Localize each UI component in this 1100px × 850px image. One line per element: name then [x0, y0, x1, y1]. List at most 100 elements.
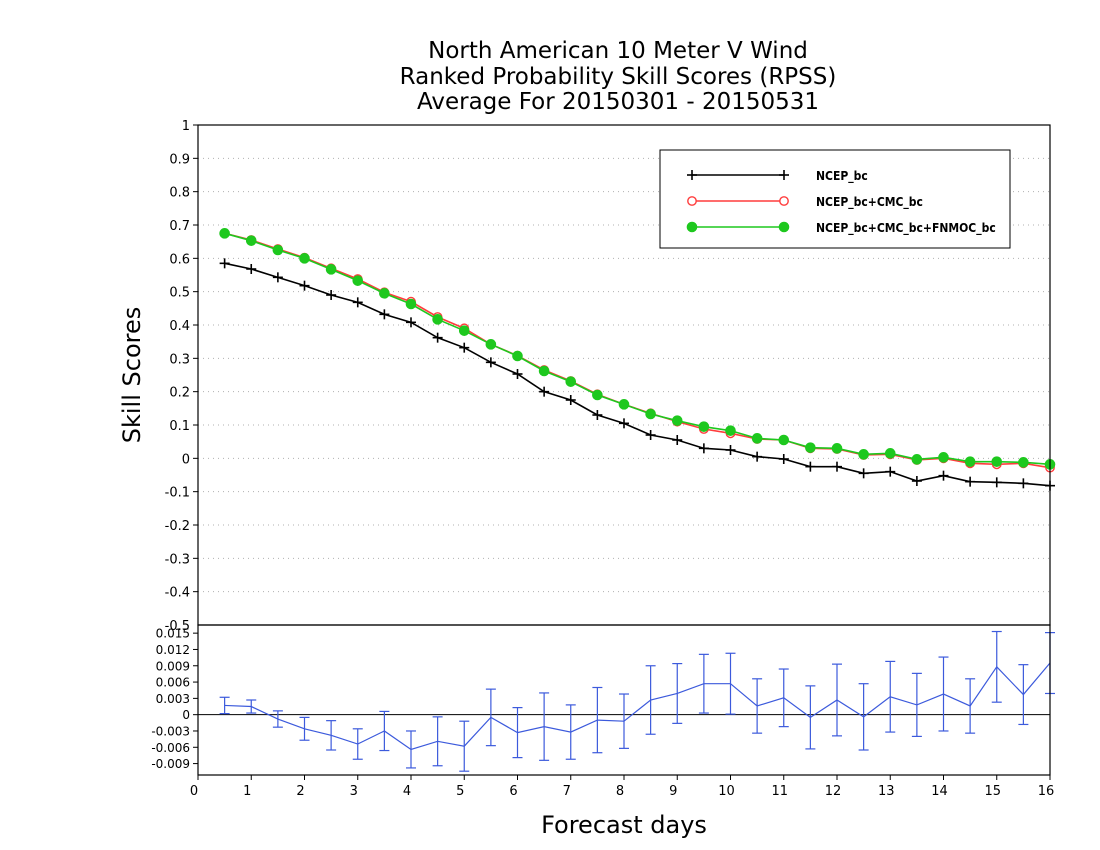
series-point [911, 454, 923, 465]
main-y-tick-label: -0.3 [165, 552, 190, 567]
difference-line [224, 662, 1051, 751]
series-ncep-bc [219, 258, 1055, 491]
main-panel: -0.4 -0.3 -0.2 -0.1 0 0.1 0.2 0.3 0.4 0.5 0.6 0.7 0.… [165, 119, 1056, 634]
legend-marker [778, 221, 790, 233]
main-y-tick-label: 0.3 [169, 352, 190, 367]
difference-y-tick-label: 0.003 [156, 692, 190, 706]
series-point [326, 290, 337, 300]
series-point [831, 443, 843, 454]
series-line [224, 232, 1051, 469]
series-point [219, 258, 230, 269]
chart-title-line-2: Ranked Probability Skill Scores (RPSS) [400, 64, 837, 90]
y-axis-label: Skill Scores [118, 307, 146, 444]
main-y-tick-label: 0.6 [169, 252, 190, 267]
series-point [245, 235, 257, 246]
chart-title-line-3: Average For 20150301 - 20150531 [417, 89, 819, 115]
series-point [432, 332, 443, 343]
x-tick-label: 7 [563, 784, 571, 799]
difference-series [219, 630, 1055, 772]
main-y-tick-label: -0.4 [165, 586, 190, 601]
legend-entry: NCEP_bc+CMC_bc [687, 195, 923, 210]
main-y-tick-label: 0.5 [169, 286, 190, 301]
x-tick-label: 12 [825, 784, 842, 799]
main-y-tick-label: 0.2 [169, 386, 190, 401]
series-point [512, 350, 523, 362]
series-point [379, 309, 390, 320]
series-point [619, 418, 629, 429]
series-point [485, 357, 496, 368]
series-point [778, 434, 790, 446]
series-point [246, 264, 257, 274]
main-y-tick-label: 0.4 [169, 319, 190, 334]
series-point [885, 466, 896, 477]
series-point [991, 477, 1002, 488]
series-point [538, 365, 550, 377]
series-point [671, 415, 683, 426]
series-point [592, 410, 603, 420]
series-point [911, 476, 922, 486]
series-point [805, 442, 816, 453]
main-y-tick-label: -0.1 [165, 486, 190, 501]
main-y-axis: -0.4 -0.3 -0.2 -0.1 0 0.1 0.2 0.3 0.4 0.5 0.6 0.7 0.… [165, 119, 198, 634]
difference-panel: -0.009 -0.006 -0.003 0 0.003 0.006 0.009 0.012 0… [151, 624, 1055, 776]
x-tick-label: 1 [243, 784, 251, 799]
series-point [565, 376, 577, 387]
x-tick-label: 9 [669, 784, 677, 799]
legend-entry: NCEP_bc [687, 169, 868, 184]
x-tick-label: 14 [931, 784, 948, 799]
main-y-tick-label: -0.2 [165, 519, 190, 534]
main-y-tick-label: 0.1 [169, 419, 190, 434]
x-tick-label: 10 [718, 784, 735, 799]
x-tick-label: 5 [456, 784, 464, 799]
legend-marker [779, 170, 789, 180]
series-point [751, 433, 763, 444]
series-point [725, 445, 736, 455]
series-point [352, 275, 364, 286]
legend-marker [687, 170, 697, 180]
legend-entry: NCEP_bc+CMC_bc+FNMOC_bc [686, 221, 996, 236]
x-tick-label: 0 [190, 784, 198, 799]
legend-label: NCEP_bc+CMC_bc [816, 195, 923, 210]
legend: NCEP_bc NCEP_bc+CMC_bc NCEP_bc+CMC_bc+FNMO… [659, 149, 1011, 249]
series-point [698, 443, 709, 454]
series-point [778, 454, 789, 464]
legend-marker [779, 196, 789, 206]
difference-y-tick-label: 0.006 [156, 676, 190, 690]
series-point [884, 448, 896, 459]
series-point [805, 461, 816, 472]
difference-y-axis: -0.009 -0.006 -0.003 0 0.003 0.006 0.009 0.012 0… [151, 627, 198, 771]
x-tick-label: 16 [1038, 784, 1055, 799]
series-point [1018, 478, 1029, 489]
series-point [752, 451, 763, 462]
difference-y-tick-label: 0.015 [156, 627, 190, 641]
x-axis: 0 1 2 3 4 5 6 7 8 9 10 11 12 13 14 15 16 [190, 775, 1054, 799]
x-axis-label: Forecast days [541, 811, 707, 839]
series-ncep-bc-cmc-bc-fnmoc-bc [219, 228, 1056, 470]
series-point [618, 399, 630, 410]
x-tick-label: 4 [403, 784, 411, 799]
series-point [565, 395, 576, 405]
series-point [858, 468, 869, 479]
main-series [219, 228, 1056, 491]
main-y-tick-label: 0 [182, 452, 190, 467]
main-y-tick-label: -0.5 [165, 619, 190, 634]
series-point [459, 342, 470, 353]
main-y-tick-label: 0.9 [169, 152, 190, 167]
series-point [938, 470, 949, 481]
x-tick-label: 15 [984, 784, 1001, 799]
legend-marker [686, 221, 698, 233]
chart-title-line-1: North American 10 Meter V Wind [428, 38, 808, 64]
main-y-tick-label: 0.8 [169, 186, 190, 201]
main-y-tick-label: 0.7 [169, 219, 190, 234]
series-point [299, 253, 310, 264]
legend-label: NCEP_bc+CMC_bc+FNMOC_bc [816, 221, 996, 236]
series-point [299, 280, 310, 291]
series-point [379, 288, 390, 299]
series-point [352, 297, 363, 308]
difference-y-tick-label: 0.012 [156, 643, 190, 657]
series-point [592, 389, 603, 401]
series-point [272, 272, 283, 283]
main-y-tick-label: 1 [182, 119, 190, 134]
series-point [832, 461, 842, 472]
